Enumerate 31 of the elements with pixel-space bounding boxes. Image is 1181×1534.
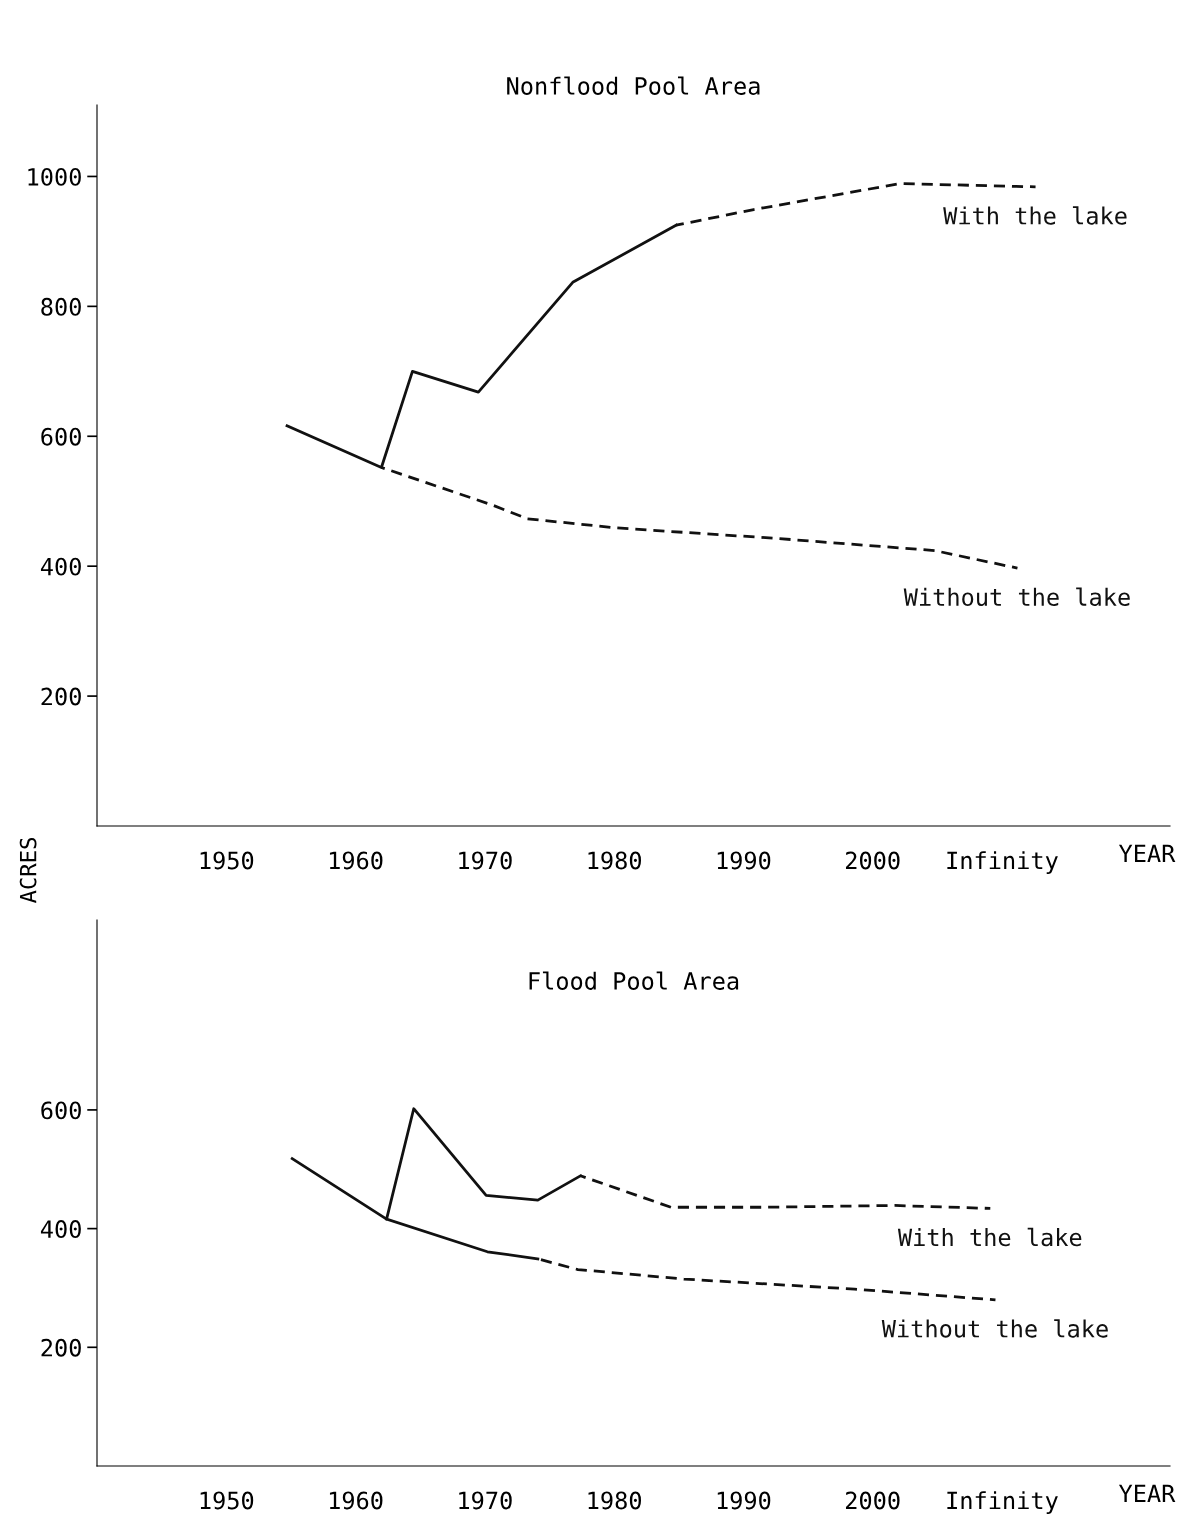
- x-tick-label: 1990: [717, 851, 771, 870]
- y-tick-label: 400: [40, 557, 81, 576]
- x-tick-label: 1950: [200, 851, 254, 870]
- x-tick-label: Infinity: [947, 851, 1058, 874]
- x-tick-label: 2000: [845, 851, 900, 870]
- series-label: Without the lake: [903, 587, 1130, 606]
- y-axis-title: ACRES: [19, 838, 37, 904]
- x-tick-label: 1970: [459, 1491, 512, 1510]
- x-tick-label: 1960: [329, 851, 383, 870]
- y-tick-label: 600: [41, 1101, 81, 1120]
- y-tick-label: 200: [41, 1338, 81, 1357]
- x-tick-label: 2000: [845, 1491, 900, 1510]
- y-tick-label: 200: [41, 687, 81, 706]
- series-label: With the lake: [897, 1227, 1082, 1247]
- series-label: Without the lake: [881, 1319, 1108, 1338]
- y-tick-label: 400: [40, 1220, 81, 1238]
- y-tick-label: 1000: [28, 167, 81, 186]
- y-tick-label: 600: [41, 427, 81, 446]
- x-tick-label: 1990: [717, 1491, 771, 1510]
- x-tick-label: 1970: [459, 851, 512, 870]
- x-tick-label: 1980: [588, 851, 642, 870]
- x-tick-label: 1960: [329, 1491, 383, 1510]
- chart-title: Nonflood Pool Area: [507, 76, 760, 95]
- x-axis-title: YEAR: [1118, 844, 1176, 863]
- x-tick-label: Infinity: [947, 1491, 1058, 1514]
- y-tick-label: 800: [41, 297, 81, 316]
- x-tick-label: 1950: [200, 1491, 254, 1510]
- series-label: With the lake: [943, 206, 1127, 225]
- x-tick-label: 1980: [588, 1491, 642, 1510]
- text: Flood Pool Area: [529, 971, 739, 990]
- x-axis-title: YEAR: [1118, 1484, 1176, 1503]
